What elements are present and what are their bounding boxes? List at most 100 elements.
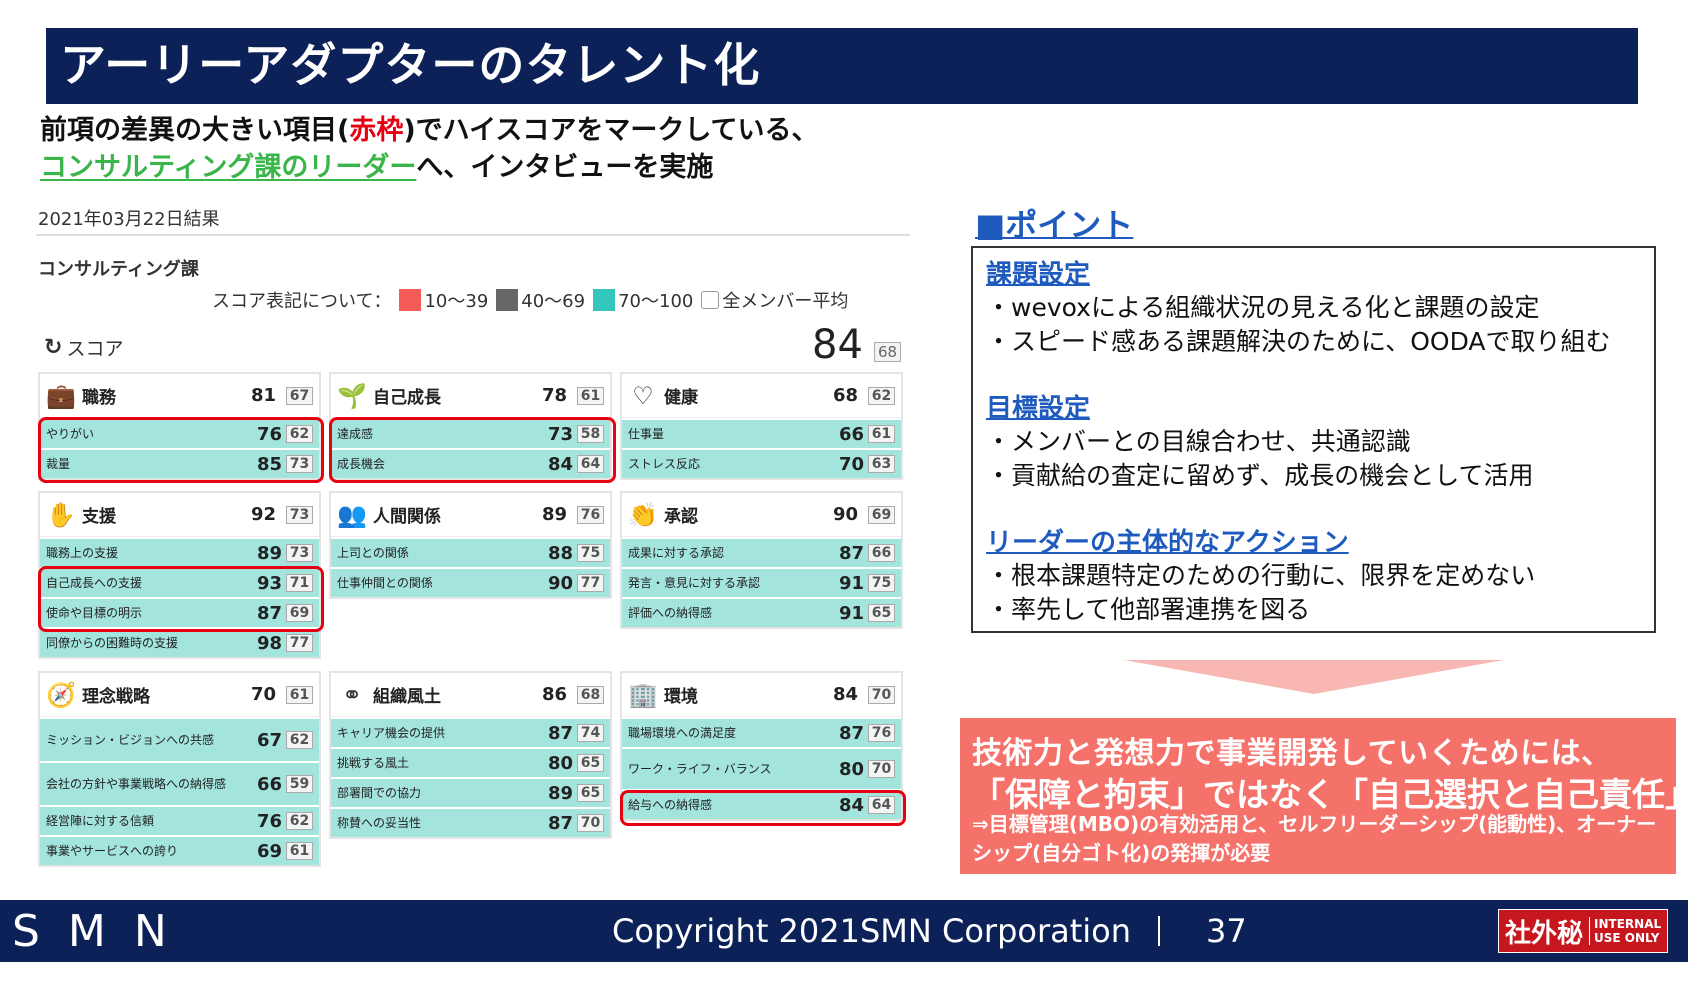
- category-name: 環境: [664, 687, 698, 707]
- sub-item-score: 73: [547, 423, 573, 445]
- sub-item-score: 76: [256, 423, 282, 445]
- card-header: 👥 人間関係 89 76: [331, 493, 610, 537]
- sub-item-score: 88: [547, 542, 573, 564]
- sub-item-score: 85: [256, 453, 282, 475]
- report-date: 2021年03月22日結果: [38, 209, 220, 230]
- highlight-box: [38, 417, 324, 483]
- sub-item-row: 裁量 85 73: [40, 448, 319, 478]
- sub-item-average-badge: 71: [286, 574, 313, 592]
- sub-item-row: ストレス反応 70 63: [622, 448, 901, 478]
- sub-item-row: 経営陣に対する信頼 76 62: [40, 805, 319, 835]
- sub-item-label: 使命や目標の明示: [46, 606, 143, 620]
- sub-item-score: 91: [838, 602, 864, 624]
- footer: SMN Copyright 2021SMN Corporation 37 社外秘…: [0, 900, 1688, 962]
- sub-item-score: 69: [256, 840, 282, 862]
- sub-item-label: 部署間での協力: [337, 786, 422, 800]
- legend-swatch-red: [399, 289, 422, 311]
- sub-item-row: 仕事量 66 61: [622, 418, 901, 448]
- sub-item-row: 称賛への妥当性 87 70: [331, 807, 610, 837]
- sub-item-score: 93: [256, 572, 282, 594]
- use-only-text: USE ONLY: [1594, 931, 1660, 945]
- sub-item-row: ワーク・ライフ・バランス 80 70: [622, 747, 901, 789]
- sub-item-row: ミッション・ビジョンへの共感 67 62: [40, 717, 319, 761]
- sub-item-score: 87: [547, 812, 573, 834]
- sub-item-score: 84: [547, 453, 573, 475]
- sub-item-label: ワーク・ライフ・バランス: [628, 762, 772, 776]
- sub-item-average-badge: 66: [868, 544, 895, 562]
- category-name: 承認: [664, 507, 698, 527]
- score-card: 🏢 環境 84 70 職場環境への満足度 87 76 ワーク・ライフ・バランス 80 70 給与への…: [620, 671, 903, 821]
- sub-item-label: 称賛への妥当性: [337, 816, 422, 830]
- applause-icon: 👏: [628, 500, 658, 529]
- category-score: 89: [541, 504, 567, 525]
- point-item: ・根本課題特定のための行動に、限界を定めない: [986, 561, 1536, 590]
- point-item: ・メンバーとの目線合わせ、共通認識: [986, 427, 1411, 456]
- building-icon: 🏢: [628, 680, 658, 709]
- category-average-badge: 70: [868, 685, 895, 704]
- sub-item-score: 66: [256, 773, 282, 795]
- category-score: 78: [541, 385, 567, 406]
- sub-item-row: 上司との関係 88 75: [331, 537, 610, 567]
- sub-item-row: 職務上の支援 89 73: [40, 537, 319, 567]
- sub-item-average-badge: 69: [286, 604, 313, 622]
- sub-item-row: 自己成長への支援 93 71: [40, 567, 319, 597]
- point-heading: 課題設定: [986, 260, 1091, 290]
- sub-item-score: 76: [256, 810, 282, 832]
- sub-item-label: 事業やサービスへの誇り: [46, 844, 179, 858]
- sub-item-average-badge: 59: [286, 775, 313, 793]
- sub-item-average-badge: 65: [577, 784, 604, 802]
- sub-item-average-badge: 64: [577, 455, 604, 473]
- sub-item-row: 仕事仲間との関係 90 77: [331, 567, 610, 597]
- sub-item-average-badge: 75: [577, 544, 604, 562]
- sub-item-label: ミッション・ビジョンへの共感: [46, 733, 215, 747]
- confidential-label: 社外秘: [1505, 918, 1584, 949]
- points-title: ■ポイント: [975, 206, 1134, 244]
- score-card: 🌱 自己成長 78 61 達成感 73 58 成長機会 84 64: [329, 372, 612, 480]
- sub-item-average-badge: 74: [577, 724, 604, 742]
- sub-item-score: 67: [256, 729, 282, 751]
- sub-item-score: 89: [547, 782, 573, 804]
- support-icon: ✋: [46, 500, 76, 529]
- sub-item-score: 66: [838, 423, 864, 445]
- sub-item-row: 評価への納得感 91 65: [622, 597, 901, 627]
- sub-item-average-badge: 77: [577, 574, 604, 592]
- sub-item-average-badge: 75: [868, 574, 895, 592]
- people-icon: 👥: [337, 500, 367, 529]
- category-average-badge: 61: [577, 386, 604, 405]
- score-heading: ↻ スコア: [44, 334, 123, 361]
- sub-item-average-badge: 73: [286, 455, 313, 473]
- conclusion-line-2: 「保障と拘束」ではなく「自己選択と自己責任」: [972, 775, 1688, 814]
- highlight-box: [329, 417, 616, 483]
- subtitle-line-1: 前項の差異の大きい項目(赤枠)でハイスコアをマークしている、: [40, 113, 819, 149]
- sprout-icon: 🌱: [337, 381, 367, 410]
- category-score: 68: [832, 385, 858, 406]
- point-item: ・貢献給の査定に留めず、成長の機会として活用: [986, 461, 1534, 490]
- subtitle-text: )でハイスコアをマークしている、: [403, 115, 819, 146]
- point-heading: リーダーの主体的なアクション: [986, 528, 1349, 558]
- card-header: ✋ 支援 92 73: [40, 493, 319, 537]
- category-average-badge: 61: [286, 685, 313, 704]
- sub-item-row: 職場環境への満足度 87 76: [622, 717, 901, 747]
- total-average-badge: 68: [874, 342, 902, 362]
- sub-item-label: 達成感: [337, 427, 374, 441]
- legend-label: スコア表記について：: [212, 291, 392, 312]
- sub-item-score: 87: [838, 542, 864, 564]
- sub-item-average-badge: 63: [868, 455, 895, 473]
- sub-item-row: 使命や目標の明示 87 69: [40, 597, 319, 627]
- legend-swatch-average: [701, 291, 720, 309]
- sub-item-label: 職務上の支援: [46, 546, 119, 560]
- sub-item-average-badge: 58: [577, 425, 604, 443]
- sub-item-row: キャリア機会の提供 87 74: [331, 717, 610, 747]
- sub-item-score: 89: [256, 542, 282, 564]
- subtitle-text: へ、インタビューを実施: [416, 152, 714, 183]
- sub-item-average-badge: 73: [286, 544, 313, 562]
- category-score: 84: [832, 684, 858, 705]
- legend-swatch-teal: [593, 289, 616, 311]
- internal-text: INTERNAL: [1594, 917, 1662, 931]
- category-average-badge: 62: [868, 386, 895, 405]
- sub-item-row: 成果に対する承認 87 66: [622, 537, 901, 567]
- company-logo: SMN: [12, 906, 195, 957]
- sub-item-score: 80: [547, 752, 573, 774]
- heart-icon: ♡: [632, 381, 654, 410]
- conclusion-line-1: 技術力と発想力で事業開発していくためには、: [972, 736, 1612, 771]
